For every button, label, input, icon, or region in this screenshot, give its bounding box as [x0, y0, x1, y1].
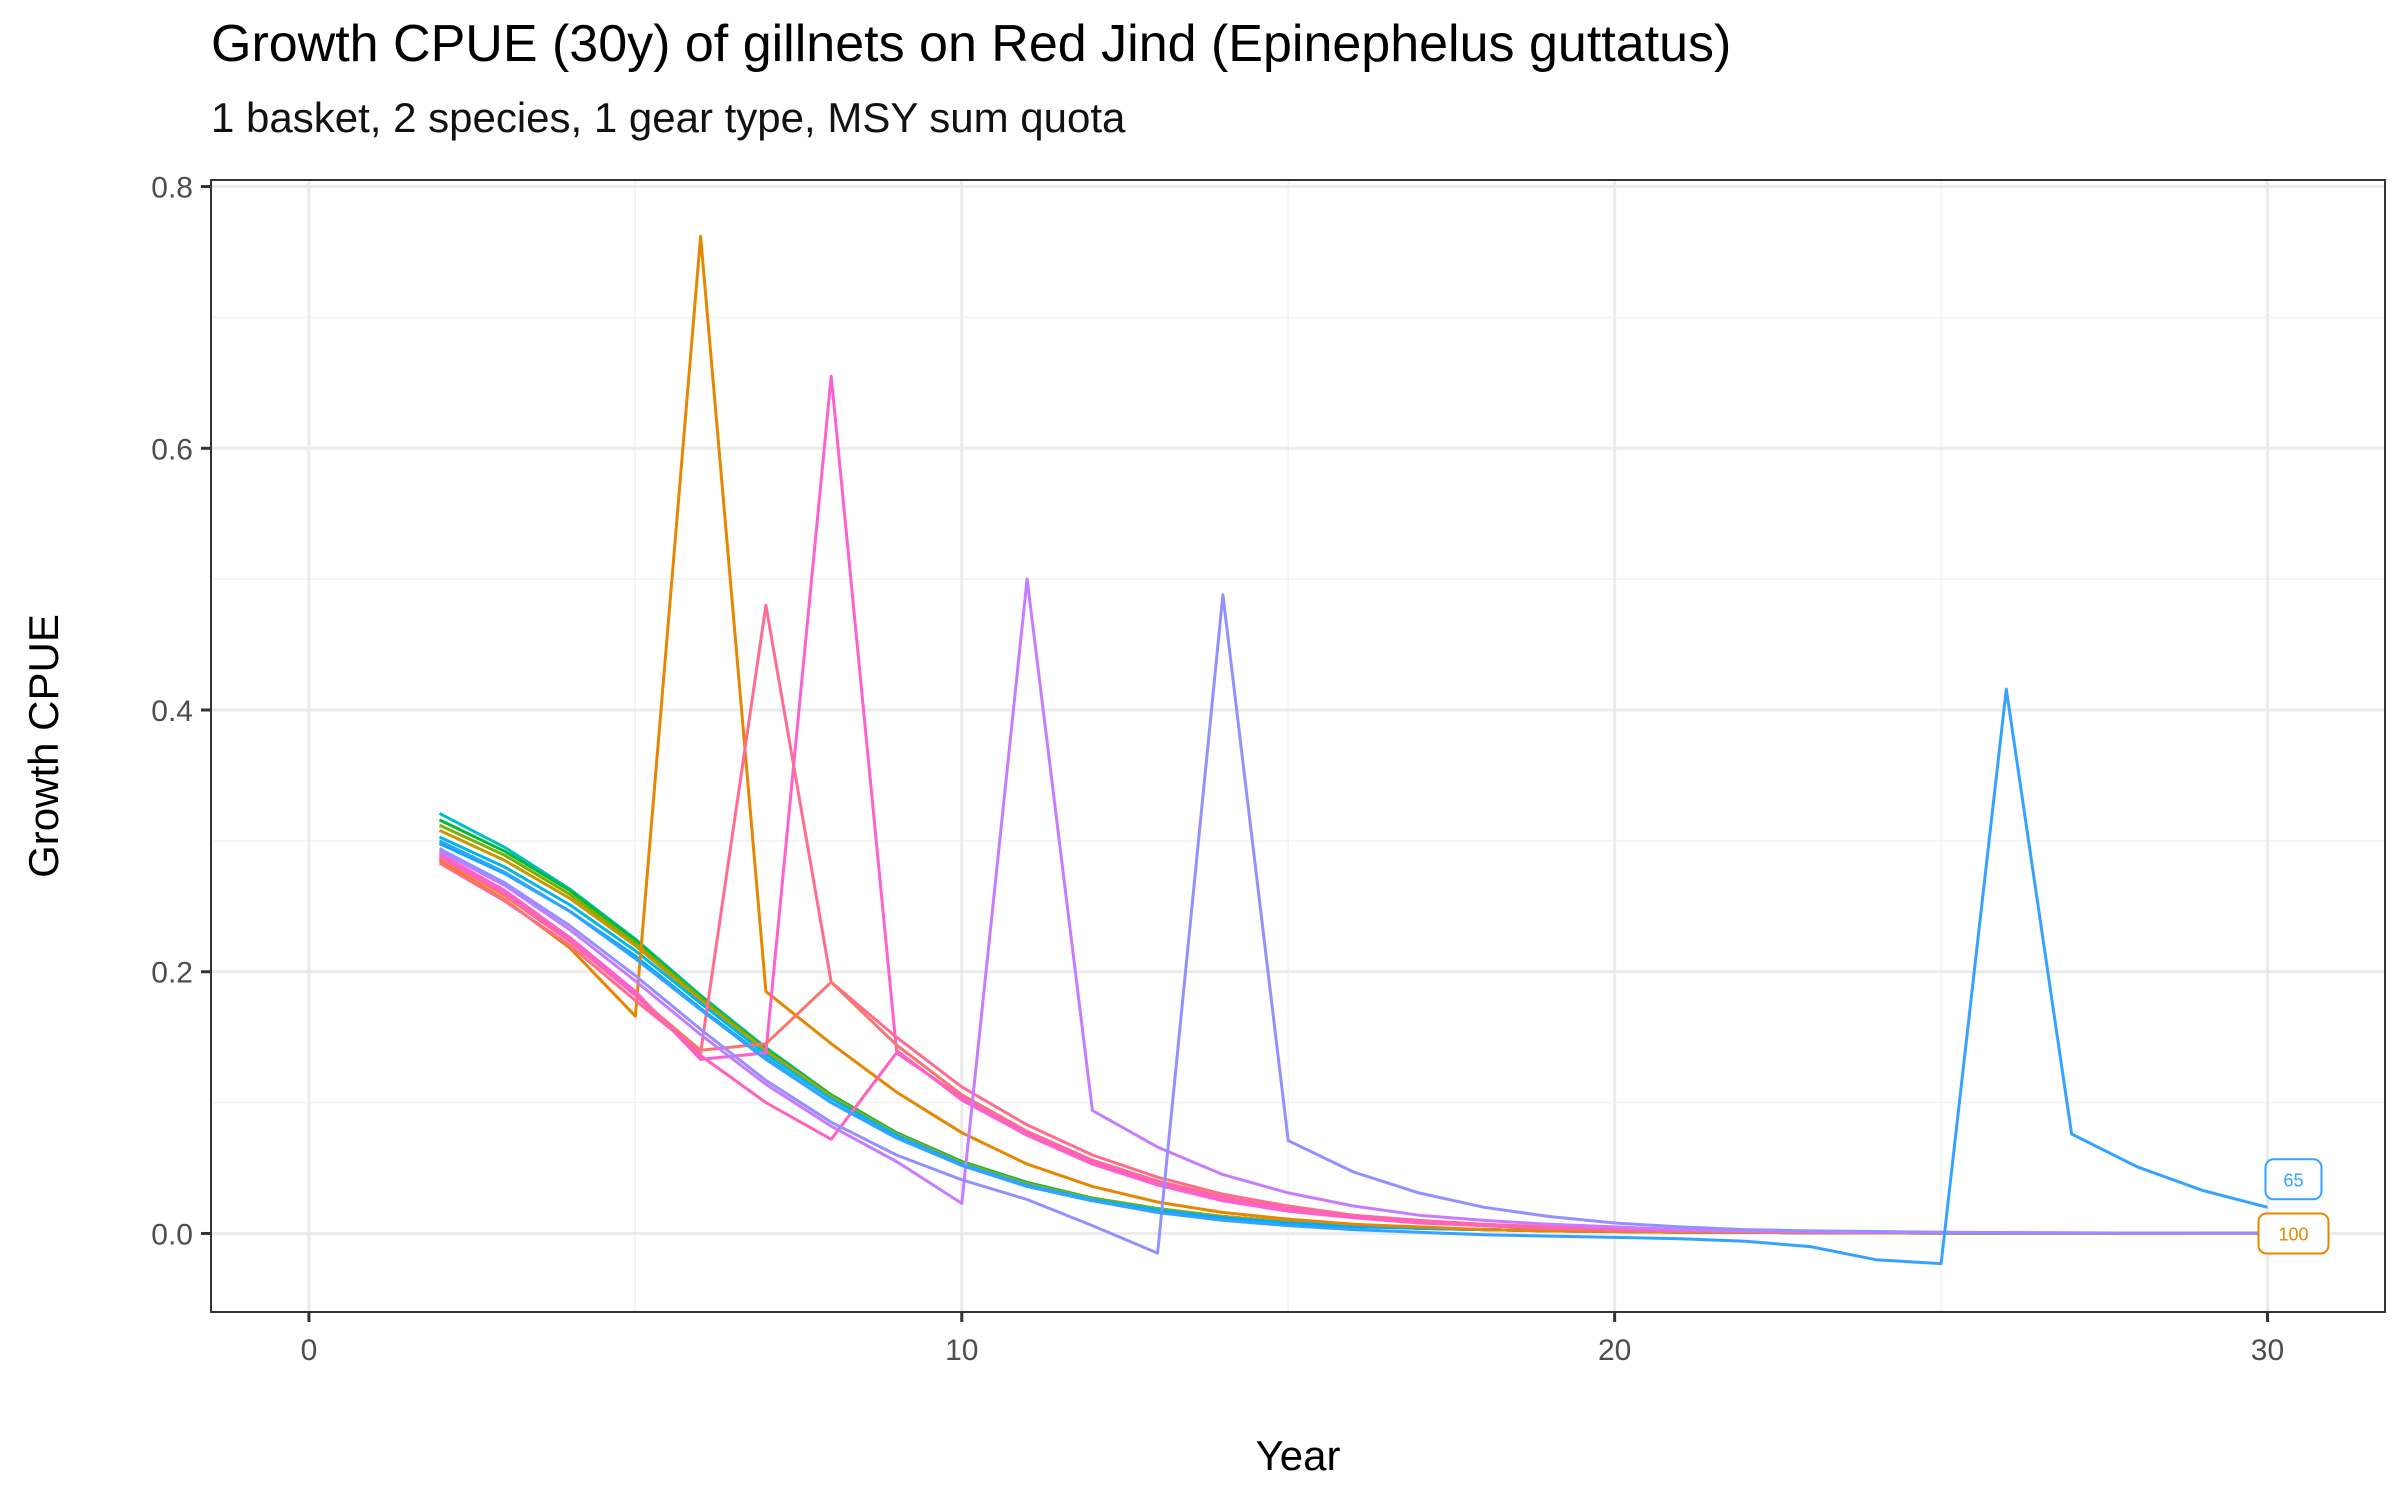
end-labels: 65 100: [2257, 1158, 2330, 1255]
end-label: 100: [2278, 1224, 2308, 1244]
x-axis-title: Year: [1256, 1432, 1341, 1479]
end-label: 65: [2283, 1170, 2303, 1190]
x-tick-label: 0: [301, 1334, 318, 1367]
plot-panel-border: [210, 179, 2386, 1313]
series-line-9: [438, 603, 2268, 1235]
series-line-12: [438, 577, 2268, 1235]
y-axis-title: Growth CPUE: [20, 614, 67, 878]
series-line-7: [438, 234, 2268, 1235]
axes: 0 10 20 30 0.0 0.2 0.4 0.6 0.8: [151, 172, 2284, 1367]
grid: [211, 180, 2385, 1312]
x-tick-label: 20: [1598, 1334, 1631, 1367]
y-tick-label: 0.6: [151, 433, 193, 466]
y-tick-label: 0.8: [151, 172, 193, 205]
series-line-13: [438, 593, 2268, 1255]
series-line-5: [438, 835, 2268, 1235]
series-group: [438, 234, 2268, 1266]
chart-title: Growth CPUE (30y) of gillnets on Red Jin…: [211, 15, 1732, 73]
x-tick-label: 10: [945, 1334, 978, 1367]
chart-subtitle: 1 basket, 2 species, 1 gear type, MSY su…: [211, 94, 1126, 141]
end-label-box: [2257, 1212, 2330, 1255]
series-line-14: [438, 687, 2268, 1266]
x-tick-label: 30: [2251, 1334, 2284, 1367]
end-label-box: [2264, 1158, 2323, 1201]
y-tick-label: 0.0: [151, 1218, 193, 1251]
y-tick-label: 0.4: [151, 695, 193, 728]
y-tick-label: 0.2: [151, 957, 193, 990]
